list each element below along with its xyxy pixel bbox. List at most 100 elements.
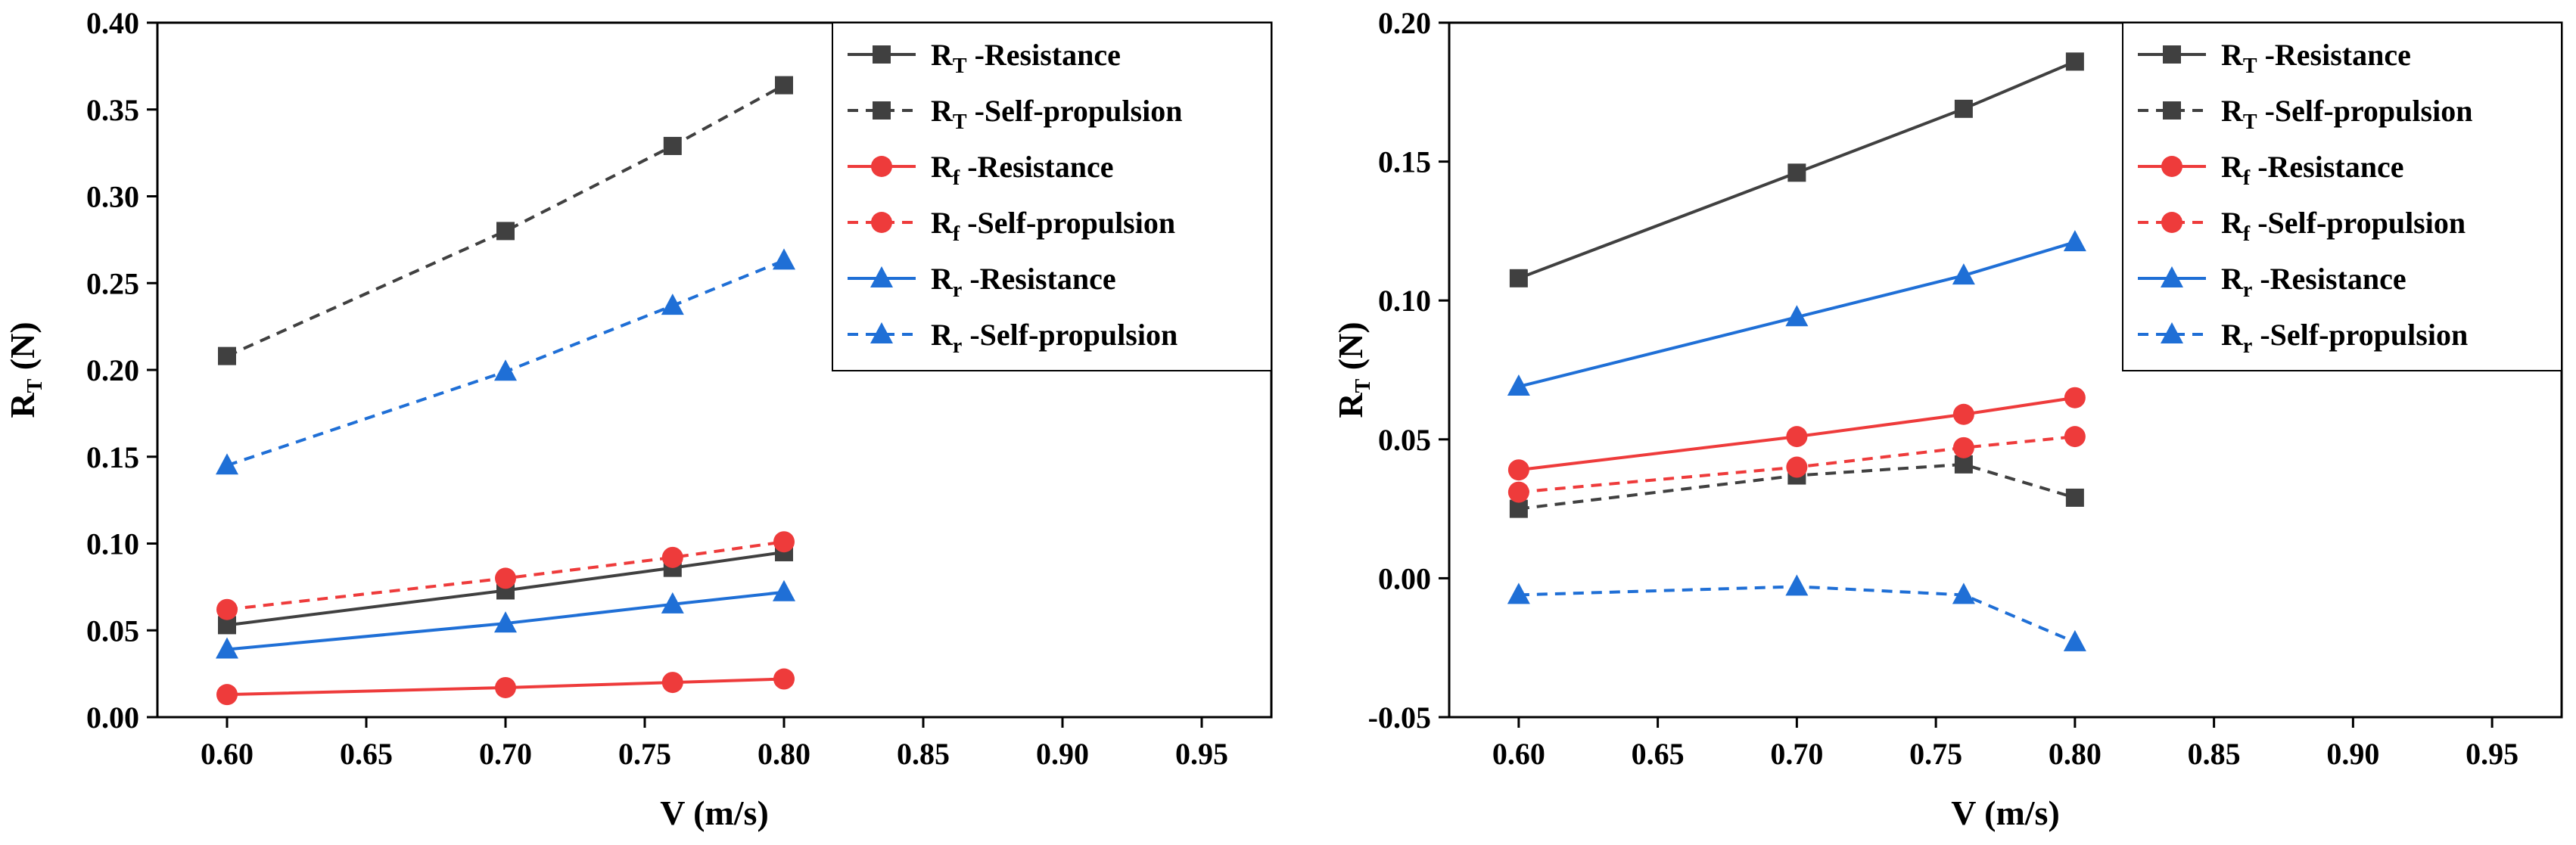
data-point [1786,456,1808,478]
y-axis-title: RT (N) [3,322,47,418]
x-tick-label: 0.75 [1909,737,1962,771]
y-axis-title-sub: T [23,378,47,393]
legend-label-sub: f [953,166,960,190]
series-line [226,259,785,468]
legend-label-main: R [931,318,954,352]
series-line [226,83,785,358]
data-point [216,637,238,659]
x-tick-label: 0.90 [1036,737,1089,771]
legend-label-main: R [931,94,954,128]
y-tick-label: 0.40 [86,6,139,40]
legend-label-sub: f [2243,166,2251,190]
data-point [2065,488,2084,507]
legend-label-sub: r [953,278,962,302]
legend-label: Rf -Self-propulsion [2221,206,2466,246]
data-point [1507,459,1529,481]
data-point [2064,426,2086,448]
x-tick-label: 0.65 [1632,737,1685,771]
legend-marker [2163,101,2181,120]
x-axis-title: V (m/s) [1951,794,2060,832]
legend-item: RT -Self-propulsion [2138,94,2472,134]
legend-item: RT -Resistance [2138,38,2411,78]
legend-marker [2161,156,2182,177]
series-5 [1507,230,2086,396]
legend-item: Rr -Resistance [2138,262,2406,302]
data-point [1952,582,1975,604]
legend-marker [2163,45,2181,64]
data-point [1954,99,1973,118]
y-tick-label: 0.15 [1378,145,1431,179]
series-line [226,677,785,697]
legend-label-sub: r [2243,334,2252,358]
legend-marker [870,266,893,287]
series-6 [216,248,795,475]
data-point [661,546,683,568]
legend-marker [871,156,892,177]
data-point [218,346,236,365]
data-point [216,598,238,620]
y-tick-label: 0.20 [86,353,139,387]
legend-item: Rf -Resistance [2138,150,2404,190]
x-tick-label: 0.95 [1175,737,1228,771]
data-point [2064,387,2086,409]
legend-label: Rf -Self-propulsion [931,206,1175,246]
y-tick-label: -0.05 [1368,701,1431,735]
data-point [216,684,238,706]
data-point [773,579,795,601]
data-point [773,248,795,270]
series-2 [218,76,793,365]
legend-label: Rr -Resistance [931,262,1116,302]
legend-label-sub: T [953,110,967,134]
data-point [773,668,795,690]
legend: RT -Resistance RT -Self-propulsion Rf -Res… [2122,22,2562,371]
y-tick-label: 0.10 [86,527,139,561]
data-point [661,294,684,315]
legend-label: Rr -Self-propulsion [2221,318,2468,358]
legend-label-rest: -Self-propulsion [967,94,1183,128]
series-line [1518,241,2076,388]
y-axis-title-rest: (N) [1331,322,1370,378]
legend-item: Rr -Self-propulsion [2138,318,2468,358]
data-point [773,531,795,553]
legend-label-sub: f [2243,222,2251,246]
data-point [663,136,682,155]
chart-1: 0.60 0.65 0.70 0.75 0.80 0.85 0.90 0.95 0.00 0.05… [3,6,1273,832]
data-point [1507,481,1529,503]
legend-label-main: R [2221,38,2244,72]
legend-label-sub: T [953,54,967,78]
legend-label: Rr -Resistance [2221,262,2406,302]
x-tick-label: 0.85 [897,737,950,771]
y-tick-label: 0.00 [1378,561,1431,595]
data-point [496,222,515,241]
legend-marker [2161,322,2183,343]
legend-label-sub: T [2243,54,2257,78]
legend-label-rest: -Self-propulsion [960,206,1175,240]
data-point [2063,230,2086,252]
legend-label-main: R [2221,94,2244,128]
data-point [2065,52,2084,71]
data-point [495,567,516,589]
data-point [775,76,793,95]
x-tick-label: 0.60 [1492,737,1545,771]
legend-item: Rf -Self-propulsion [2138,206,2466,246]
legend-label-rest: -Resistance [967,38,1121,72]
legend-item: Rf -Resistance [848,150,1114,190]
legend-label-main: R [931,150,954,184]
legend-label-sub: r [2243,278,2252,302]
legend-label-rest: -Self-propulsion [962,318,1178,352]
series-1 [1509,52,2084,287]
data-point [661,672,683,694]
legend-label-sub: T [2243,110,2257,134]
data-point [1507,374,1530,396]
series-6 [1507,574,2086,651]
y-tick-label: 0.05 [86,614,139,648]
data-point [494,611,517,633]
series-4 [1507,426,2086,503]
x-tick-label: 0.60 [201,737,254,771]
legend-label-main: R [2221,206,2244,240]
series-line [226,540,785,611]
x-tick-label: 0.80 [2049,737,2102,771]
x-tick-label: 0.70 [479,737,532,771]
y-axis-title-rest: (N) [3,322,42,378]
